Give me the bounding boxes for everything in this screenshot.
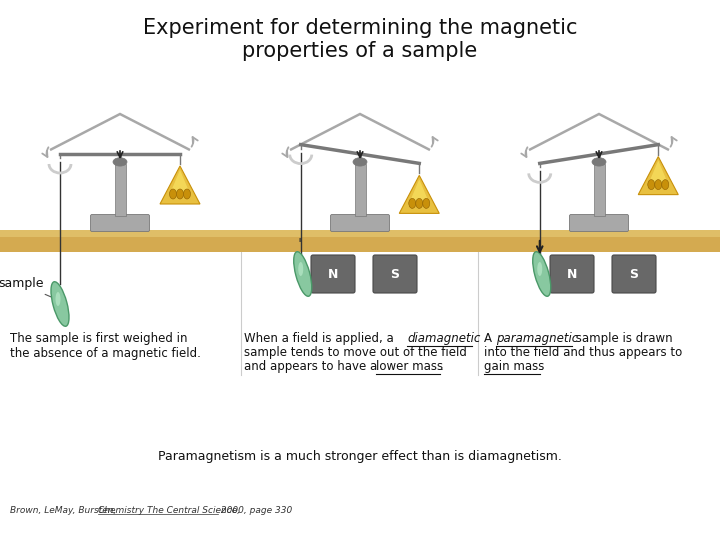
Polygon shape xyxy=(400,176,439,213)
Bar xyxy=(0,230,720,237)
Bar xyxy=(0,230,720,252)
Text: N: N xyxy=(328,267,338,280)
Text: When a field is applied, a: When a field is applied, a xyxy=(244,332,397,345)
Ellipse shape xyxy=(294,252,312,296)
Text: Experiment for determining the magnetic
properties of a sample: Experiment for determining the magnetic … xyxy=(143,18,577,61)
Ellipse shape xyxy=(55,292,60,306)
Ellipse shape xyxy=(298,262,303,276)
FancyBboxPatch shape xyxy=(330,214,390,232)
FancyBboxPatch shape xyxy=(550,255,594,293)
Text: diamagnetic: diamagnetic xyxy=(407,332,480,345)
Polygon shape xyxy=(160,166,200,204)
Text: paramagnetic: paramagnetic xyxy=(496,332,578,345)
Text: .: . xyxy=(540,360,544,373)
Text: gain mass: gain mass xyxy=(484,360,544,373)
FancyBboxPatch shape xyxy=(91,214,150,232)
Ellipse shape xyxy=(648,180,654,190)
Text: into the field and thus appears to: into the field and thus appears to xyxy=(484,346,683,359)
Bar xyxy=(114,164,125,216)
Ellipse shape xyxy=(654,180,662,190)
Text: lower mass: lower mass xyxy=(376,360,443,373)
FancyBboxPatch shape xyxy=(373,255,417,293)
Bar xyxy=(354,164,366,216)
Ellipse shape xyxy=(662,180,669,190)
Text: S: S xyxy=(390,267,400,280)
Ellipse shape xyxy=(113,158,127,166)
Text: ': ' xyxy=(298,238,302,253)
Text: .: . xyxy=(440,360,444,373)
Ellipse shape xyxy=(537,262,542,276)
Text: The sample is first weighed in
the absence of a magnetic field.: The sample is first weighed in the absen… xyxy=(10,332,201,360)
Polygon shape xyxy=(638,157,678,194)
Ellipse shape xyxy=(184,189,191,199)
Ellipse shape xyxy=(176,189,184,199)
Ellipse shape xyxy=(592,158,606,166)
Text: Paramagnetism is a much stronger effect than is diamagnetism.: Paramagnetism is a much stronger effect … xyxy=(158,450,562,463)
Ellipse shape xyxy=(169,189,176,199)
Polygon shape xyxy=(647,160,670,187)
FancyBboxPatch shape xyxy=(311,255,355,293)
FancyBboxPatch shape xyxy=(612,255,656,293)
Text: sample is drawn: sample is drawn xyxy=(572,332,672,345)
Text: and appears to have a: and appears to have a xyxy=(244,360,381,373)
Text: Chemistry The Central Science,: Chemistry The Central Science, xyxy=(98,506,240,515)
Polygon shape xyxy=(408,179,431,205)
Polygon shape xyxy=(169,170,191,196)
Text: Brown, LeMay, Bursten,: Brown, LeMay, Bursten, xyxy=(10,506,120,515)
FancyBboxPatch shape xyxy=(570,214,629,232)
Text: sample: sample xyxy=(0,278,53,298)
Ellipse shape xyxy=(409,198,415,208)
Text: 2000, page 330: 2000, page 330 xyxy=(218,506,292,515)
Ellipse shape xyxy=(353,158,367,166)
Text: S: S xyxy=(629,267,639,280)
Ellipse shape xyxy=(423,198,430,208)
Ellipse shape xyxy=(533,252,551,296)
Ellipse shape xyxy=(415,198,423,208)
Ellipse shape xyxy=(51,282,69,326)
Text: N: N xyxy=(567,267,577,280)
Bar xyxy=(593,164,605,216)
Text: A: A xyxy=(484,332,496,345)
Text: sample tends to move out of the field: sample tends to move out of the field xyxy=(244,346,467,359)
